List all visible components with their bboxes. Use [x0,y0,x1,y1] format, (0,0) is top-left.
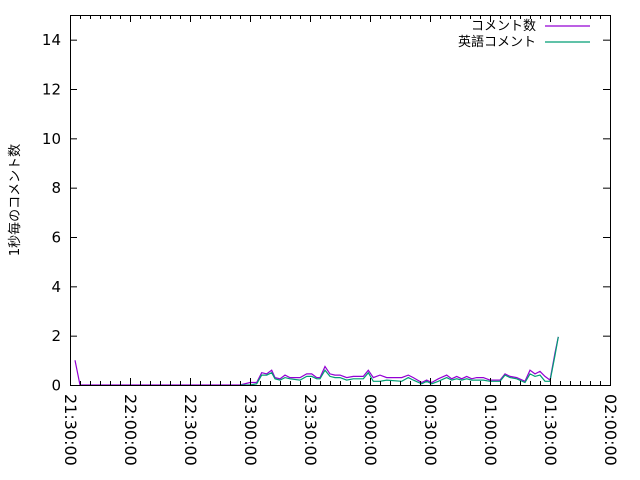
series-line-1 [240,336,559,386]
y-axis-label: 1秒毎のコメント数 [7,144,23,256]
plot-lines [74,336,559,386]
x-tick-label: 23:30:00 [301,394,320,466]
legend: コメント数 英語コメント [458,19,590,50]
y-tick-label: 14 [42,31,61,49]
x-tick-label: 22:30:00 [181,394,200,466]
y-tick-label: 12 [42,81,61,99]
x-tick-label: 02:00:00 [601,394,620,466]
y-tick-label: 4 [51,278,61,296]
x-tick-label: 22:00:00 [121,394,140,466]
series-line-0 [74,336,559,386]
x-tick-label: 01:30:00 [541,394,560,466]
x-tick-label: 23:00:00 [241,394,260,466]
legend-label-1: 英語コメント [458,34,536,50]
y-tick-label: 10 [42,130,61,148]
y-tick-label: 0 [51,377,61,395]
x-tick-label: 00:00:00 [361,394,380,466]
x-tick-label: 21:30:00 [61,394,80,466]
plot-frame [70,15,611,386]
legend-label-0: コメント数 [471,19,536,34]
y-tick-label: 2 [51,327,61,345]
axis-ticks: 0 2 4 6 8 10 12 14 21:30:00 22:00:00 22:30:00 23:00… [42,15,620,466]
y-tick-label: 8 [51,179,61,197]
x-tick-label: 01:00:00 [481,394,500,466]
x-tick-label: 00:30:00 [421,394,440,466]
y-tick-label: 6 [51,229,61,247]
